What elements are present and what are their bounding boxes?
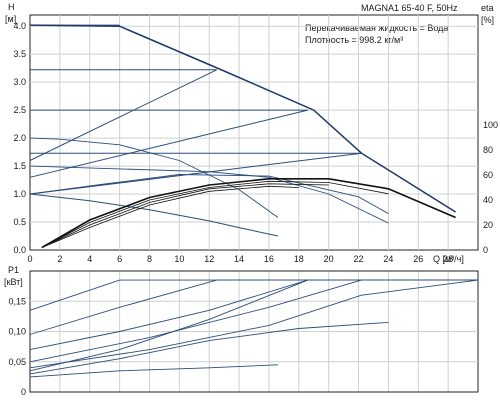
x-tick-label: 28 bbox=[443, 254, 453, 264]
intermediate-curve bbox=[29, 137, 279, 218]
power-curve bbox=[29, 321, 389, 375]
top-plot-frame bbox=[29, 14, 479, 251]
intermediate-curve bbox=[29, 165, 389, 224]
y-tick-label: 1.0 bbox=[13, 189, 26, 199]
efficiency-curve bbox=[41, 185, 299, 248]
x-tick-label: 12 bbox=[204, 254, 214, 264]
x-tick-label: 26 bbox=[413, 254, 423, 264]
p1-tick-label: 0 bbox=[21, 387, 26, 397]
p1-tick-label: 0,05 bbox=[8, 357, 26, 367]
power-curve bbox=[29, 279, 478, 335]
proportional-pressure-line bbox=[29, 109, 308, 178]
power-curve bbox=[29, 279, 478, 363]
intermediate-curve bbox=[29, 174, 389, 214]
x-tick-label: 22 bbox=[354, 254, 364, 264]
proportional-pressure-line bbox=[29, 152, 362, 195]
eta-tick-label: 80 bbox=[483, 145, 493, 155]
y-tick-label: 2.0 bbox=[13, 133, 26, 143]
y-tick-label: 3.0 bbox=[13, 77, 26, 87]
x-tick-label: 8 bbox=[147, 254, 152, 264]
y-tick-label: 0.5 bbox=[13, 217, 26, 227]
power-curve bbox=[29, 279, 308, 372]
x-tick-label: 20 bbox=[324, 254, 334, 264]
y-tick-label: 4.0 bbox=[13, 21, 26, 31]
eta-axis-label: eta bbox=[481, 3, 494, 13]
eta-tick-label: 0 bbox=[483, 245, 488, 255]
y-axis-unit: [м] bbox=[5, 14, 16, 24]
x-tick-label: 10 bbox=[174, 254, 184, 264]
y-tick-label: 0.0 bbox=[13, 245, 26, 255]
p1-tick-label: 0,15 bbox=[8, 296, 26, 306]
eta-tick-label: 40 bbox=[483, 195, 493, 205]
p1-axis-unit: [кВт] bbox=[4, 277, 23, 287]
power-curve bbox=[29, 279, 479, 369]
fluid-info: Перекачиваемая жидкость = Вода bbox=[305, 23, 448, 33]
proportional-pressure-line bbox=[29, 69, 217, 161]
density-info: Плотность = 998.2 кг/м³ bbox=[305, 35, 403, 45]
x-tick-label: 4 bbox=[87, 254, 92, 264]
chart-title: MAGNA1 65-40 F, 50Hz bbox=[361, 3, 458, 13]
power-curve bbox=[29, 279, 478, 351]
eta-tick-label: 20 bbox=[483, 220, 493, 230]
x-tick-label: 16 bbox=[264, 254, 274, 264]
x-tick-label: 2 bbox=[57, 254, 62, 264]
y-tick-label: 3.5 bbox=[13, 49, 26, 59]
x-tick-label: 6 bbox=[117, 254, 122, 264]
efficiency-curve bbox=[41, 183, 329, 248]
min-speed-curve bbox=[29, 193, 279, 237]
max-speed-curve bbox=[29, 24, 456, 213]
y-axis-label: H bbox=[8, 2, 15, 12]
x-tick-label: 18 bbox=[294, 254, 304, 264]
power-curve bbox=[29, 279, 478, 311]
y-tick-label: 2.5 bbox=[13, 105, 26, 115]
p1-tick-label: 0,10 bbox=[8, 327, 26, 337]
x-tick-label: 0 bbox=[27, 254, 32, 264]
eta-tick-label: 100 bbox=[483, 120, 498, 130]
efficiency-curve bbox=[41, 178, 456, 249]
y-tick-label: 1.5 bbox=[13, 161, 26, 171]
power-curve bbox=[29, 364, 278, 378]
eta-tick-label: 60 bbox=[483, 170, 493, 180]
x-axis-label: Q [м³/ч] bbox=[433, 254, 464, 264]
x-tick-label: 14 bbox=[234, 254, 244, 264]
eta-axis-unit: [%] bbox=[481, 15, 494, 25]
efficiency-curve bbox=[41, 180, 389, 248]
p1-axis-label: P1 bbox=[8, 265, 19, 275]
x-tick-label: 24 bbox=[383, 254, 393, 264]
